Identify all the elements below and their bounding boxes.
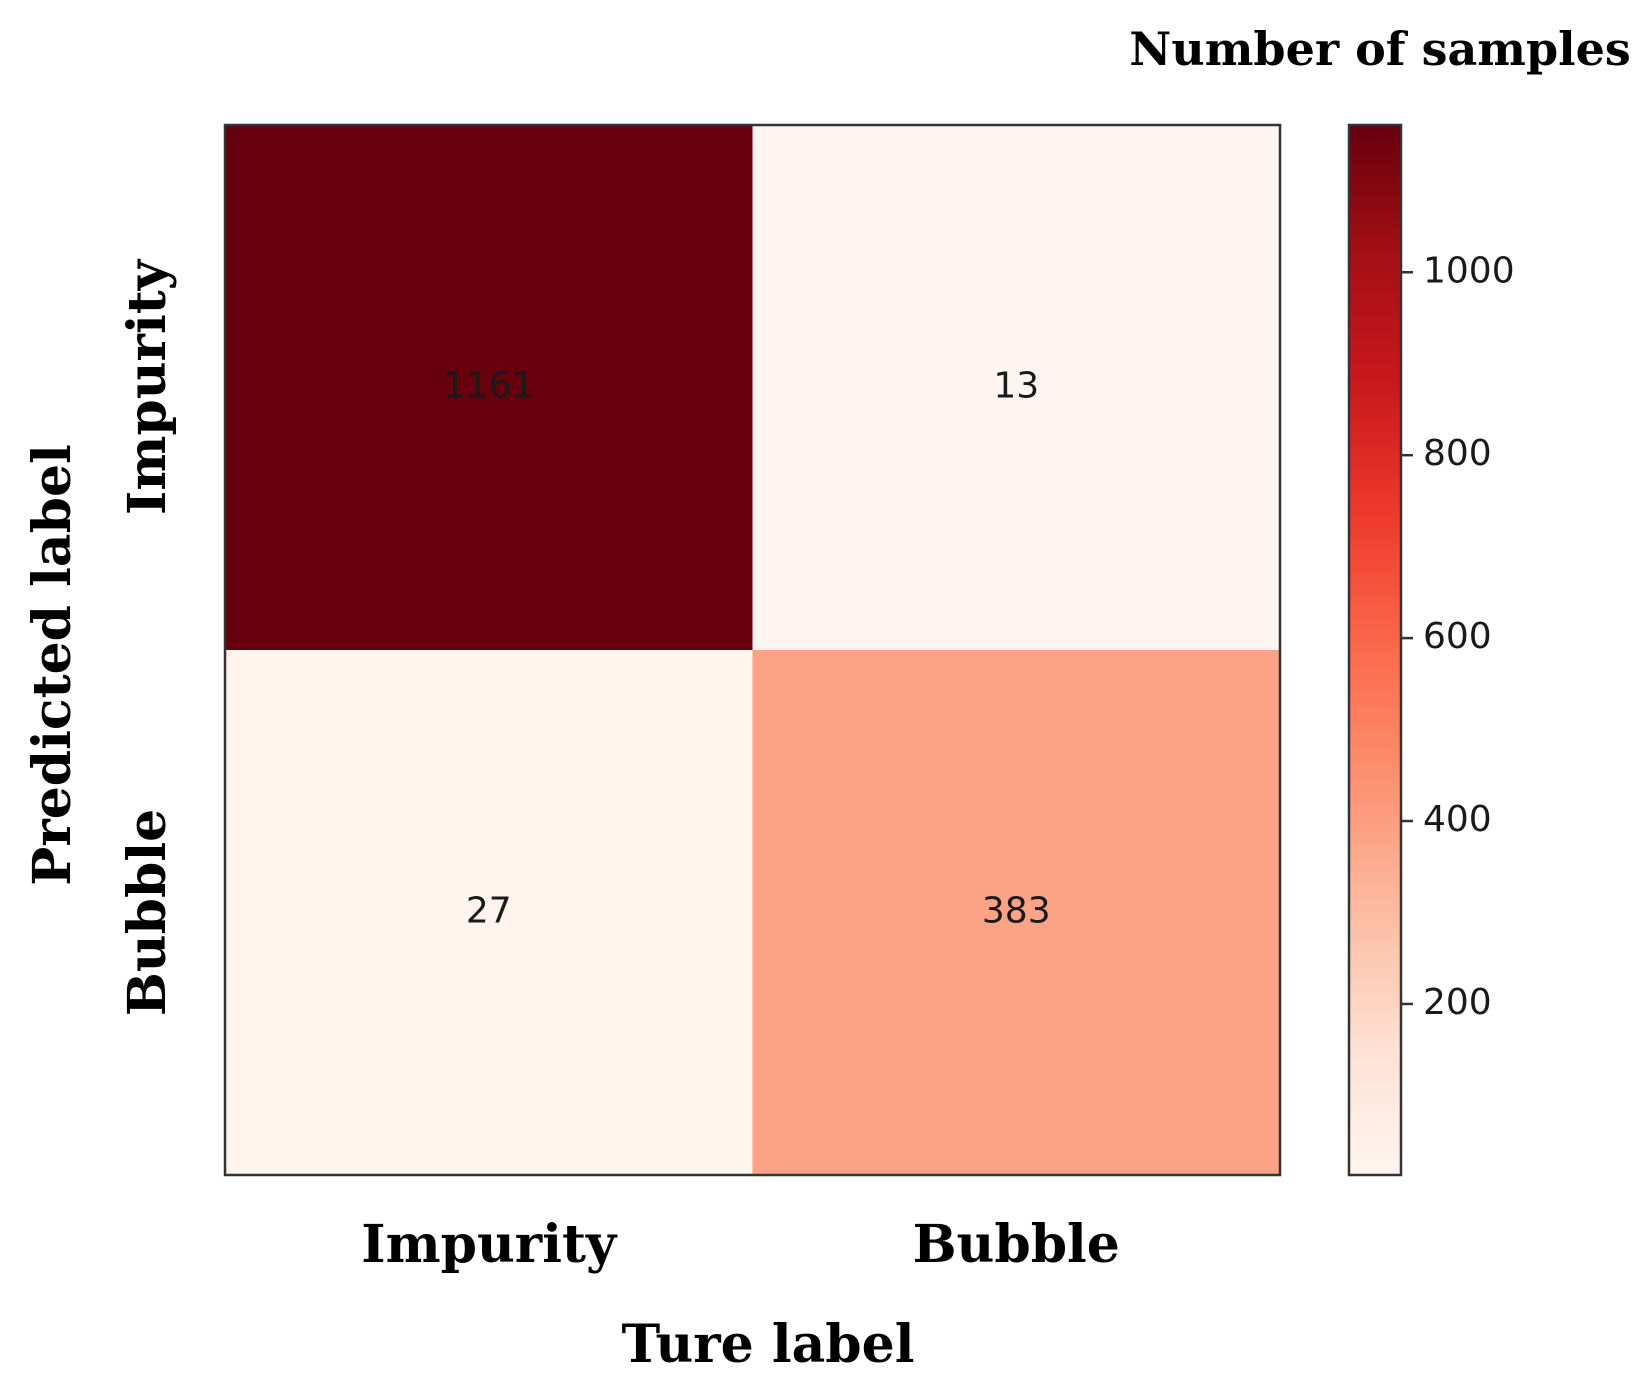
cell-value-label: 27 (466, 891, 512, 932)
cell-value-labels: 1161 13 27 383 (443, 366, 1051, 932)
colorbar-tick-label: 200 (1423, 982, 1492, 1023)
colorbar-title: Number of samples (1129, 22, 1631, 76)
heatmap-cell-1-1 (752, 650, 1280, 1175)
y-tick-labels: Impurity Bubble (117, 258, 178, 1016)
heatmap-cell-0-0 (225, 125, 753, 650)
heatmap-cell-0-1 (752, 125, 1280, 650)
heatmap-cells (225, 125, 1280, 1175)
colorbar-gradient (1349, 125, 1401, 1175)
colorbar-tick-label: 600 (1423, 616, 1492, 657)
y-tick-label: Bubble (117, 809, 178, 1016)
cell-value-label: 383 (982, 891, 1051, 932)
x-tick-label: Impurity (361, 1214, 618, 1275)
colorbar-frame (1347, 123, 1403, 1177)
y-axis-label: Predicted label (22, 444, 83, 886)
cell-value-label: 1161 (443, 366, 535, 407)
colorbar-tick-label: 400 (1423, 799, 1492, 840)
heatmap-cell-1-0 (225, 650, 753, 1175)
cell-value-label: 13 (993, 366, 1039, 407)
y-tick-label: Impurity (117, 258, 178, 515)
x-tick-labels: Impurity Bubble (361, 1214, 1120, 1275)
x-axis-label: Ture label (622, 1314, 915, 1375)
colorbar-tick-label: 800 (1423, 433, 1492, 474)
colorbar-ticks: 200 400 600 800 1000 (1401, 250, 1515, 1023)
colorbar-tick-label: 1000 (1423, 250, 1515, 291)
x-tick-label: Bubble (913, 1214, 1120, 1275)
plot-frame (223, 123, 1282, 1177)
